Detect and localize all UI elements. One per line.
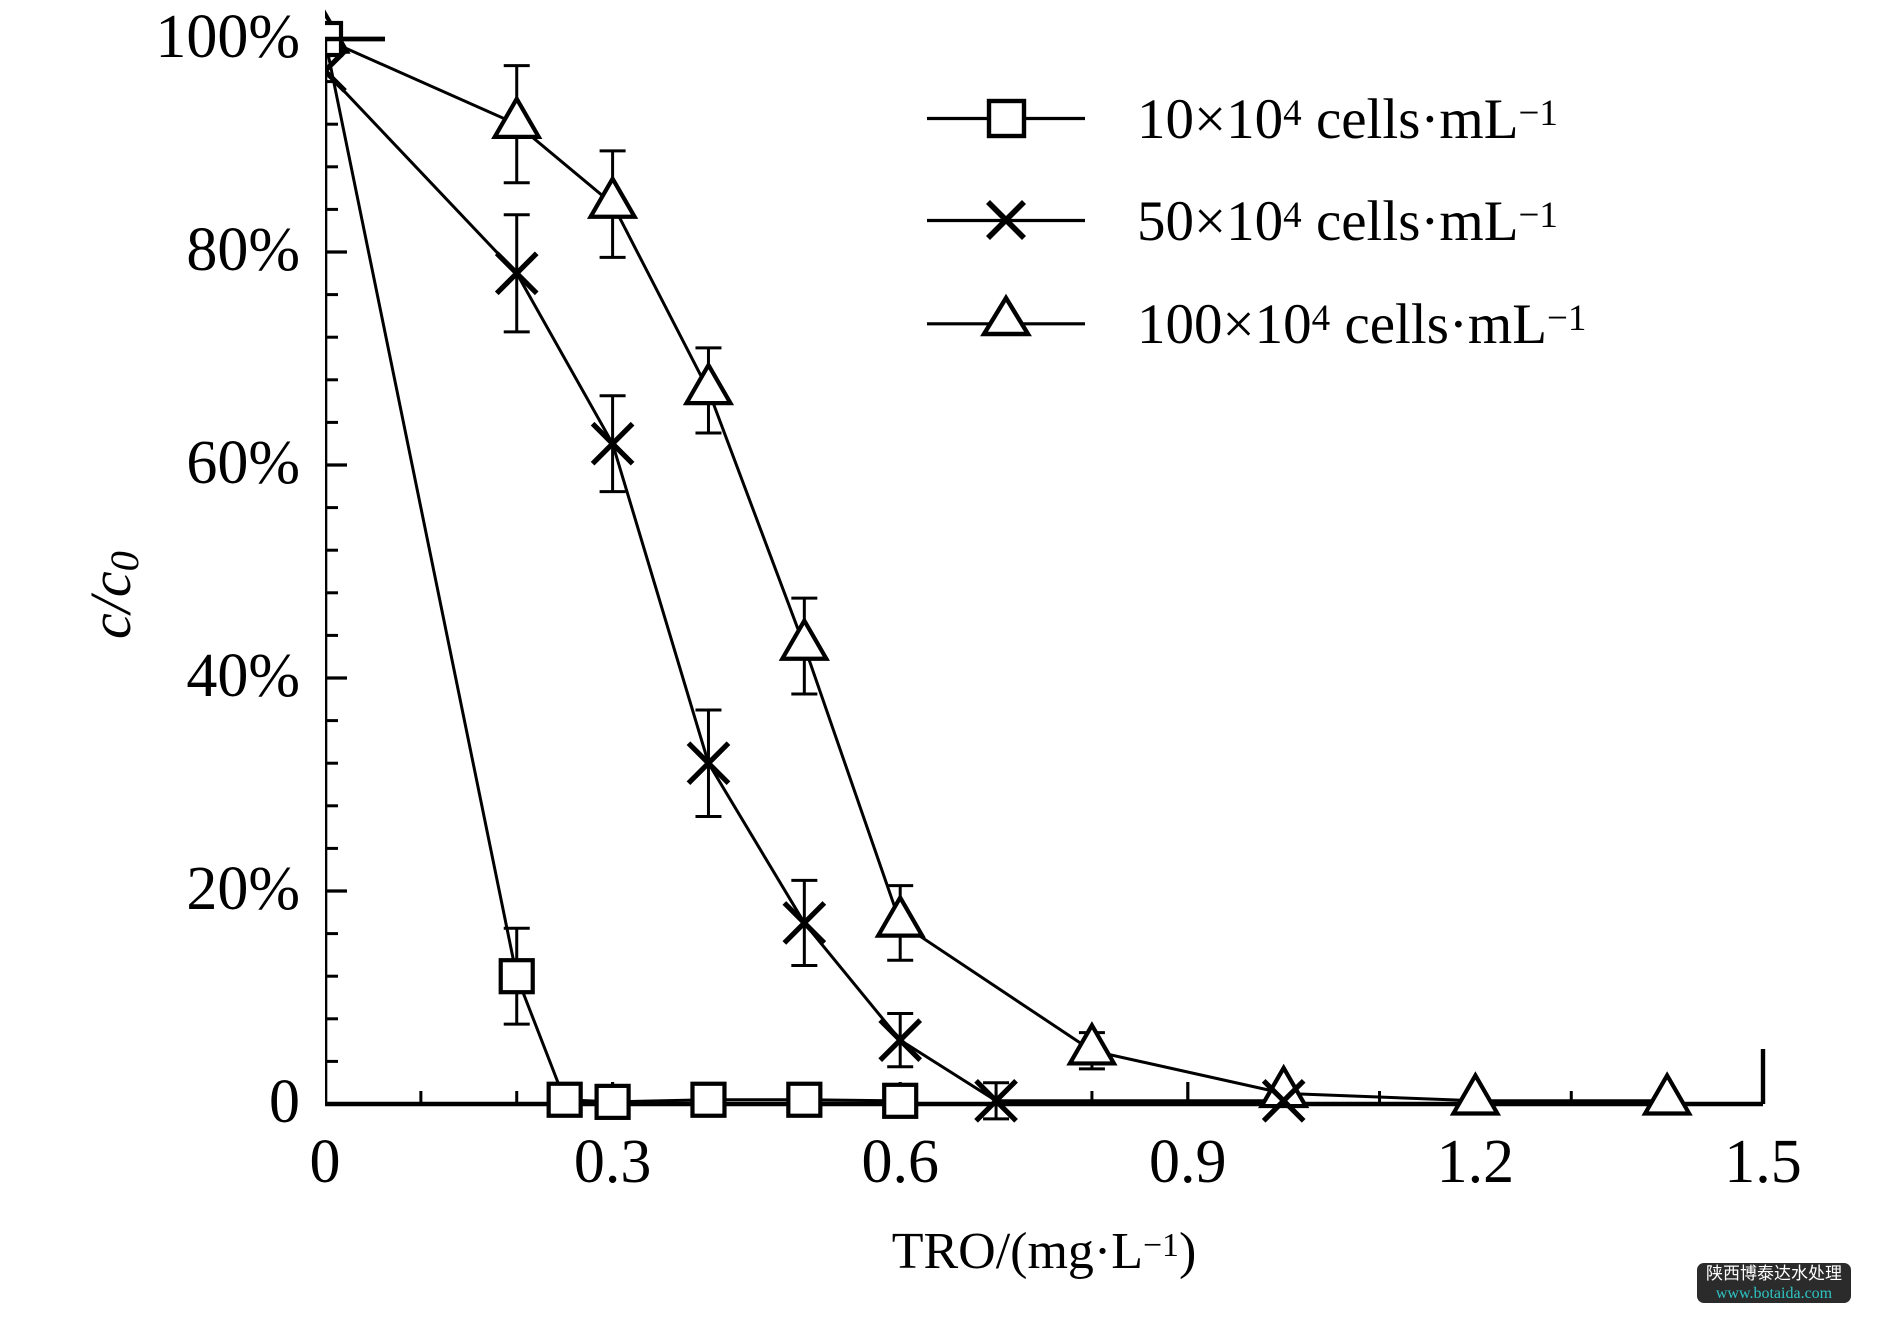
svg-text:10×104 cells·mL−1: 10×104 cells·mL−1 [1137, 88, 1558, 151]
svg-text:40%: 40% [186, 642, 300, 710]
svg-text:100%: 100% [155, 3, 300, 71]
svg-text:0: 0 [310, 1128, 341, 1196]
svg-text:0: 0 [269, 1068, 300, 1136]
svg-text:60%: 60% [186, 429, 300, 497]
svg-text:0.3: 0.3 [574, 1128, 652, 1196]
svg-text:1.2: 1.2 [1437, 1128, 1515, 1196]
svg-text:0.9: 0.9 [1149, 1128, 1227, 1196]
svg-text:www.botaida.com: www.botaida.com [1716, 1285, 1833, 1302]
svg-text:1.5: 1.5 [1724, 1128, 1802, 1196]
svg-text:100×104 cells·mL−1: 100×104 cells·mL−1 [1137, 293, 1586, 356]
svg-text:陕西博泰达水处理: 陕西博泰达水处理 [1706, 1264, 1842, 1283]
svg-text:0.6: 0.6 [861, 1128, 939, 1196]
svg-text:50×104 cells·mL−1: 50×104 cells·mL−1 [1137, 190, 1558, 253]
svg-text:20%: 20% [186, 855, 300, 923]
svg-text:80%: 80% [186, 216, 300, 284]
